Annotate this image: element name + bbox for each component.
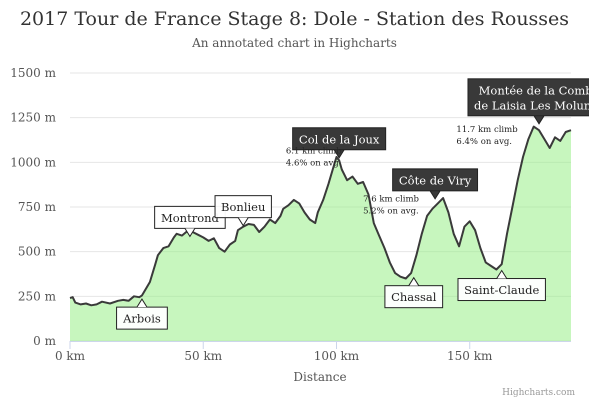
annotation-label: Chassal (391, 290, 437, 304)
elevation-area (70, 126, 571, 341)
x-tick-label: 50 km (184, 349, 222, 363)
y-tick-label: 1250 m (10, 111, 56, 125)
chart-title: 2017 Tour de France Stage 8: Dole - Stat… (20, 8, 569, 30)
annotation-box (467, 78, 589, 117)
y-tick-label: 250 m (18, 289, 57, 303)
annotation-label: Saint-Claude (464, 283, 539, 297)
credits[interactable]: Highcharts.com (502, 388, 575, 398)
annotation-pointer (533, 115, 545, 125)
y-tick-label: 1500 m (10, 66, 56, 80)
annotation-montrond[interactable]: Montrond (154, 205, 226, 238)
annotation-label: Montrond (161, 211, 220, 225)
x-axis-title: Distance (293, 370, 346, 384)
annotation-label: Col de la Joux (299, 132, 380, 146)
annotation-col-de-la-joux[interactable]: Col de la Joux (292, 127, 387, 159)
annotation-pointer (136, 298, 148, 308)
annotation-label: Arbois (122, 312, 161, 326)
annotation-pointer (237, 217, 249, 227)
x-tick-label: 150 km (447, 349, 493, 363)
y-tick-label: 750 m (18, 200, 57, 214)
x-tick-label: 100 km (314, 349, 360, 363)
chart-subtitle: An annotated chart in Highcharts (191, 36, 397, 50)
annotation-pointer (496, 269, 508, 279)
climb-note: 6.1 km climb 4.6% on avg. (286, 146, 342, 168)
annotation-saint-claude[interactable]: Saint-Claude (457, 269, 546, 302)
y-tick-label: 1000 m (10, 155, 56, 169)
x-tick-label: 0 km (55, 349, 86, 363)
annotation-pointer (184, 228, 196, 238)
annotation-bonlieu[interactable]: Bonlieu (214, 195, 272, 227)
annotation-c-te-de-viry[interactable]: Côte de Viry (392, 168, 479, 200)
elevation-line[interactable] (69, 125, 572, 307)
annotation-label: Côte de Viry (399, 173, 472, 187)
annotation-pointer (429, 190, 441, 200)
annotation-label: Bonlieu (221, 200, 265, 214)
annotation-chassal[interactable]: Chassal (384, 276, 444, 309)
climb-note: 7.6 km climb 5.2% on avg. (363, 195, 419, 217)
climb-note: 11.7 km climb 6.4% on avg. (456, 125, 518, 147)
annotation-pointer (333, 149, 345, 159)
annotation-pointer (408, 276, 420, 286)
y-tick-label: 500 m (18, 245, 57, 259)
y-tick-label: 0 m (33, 334, 56, 348)
annotation-arbois[interactable]: Arbois (116, 298, 168, 330)
